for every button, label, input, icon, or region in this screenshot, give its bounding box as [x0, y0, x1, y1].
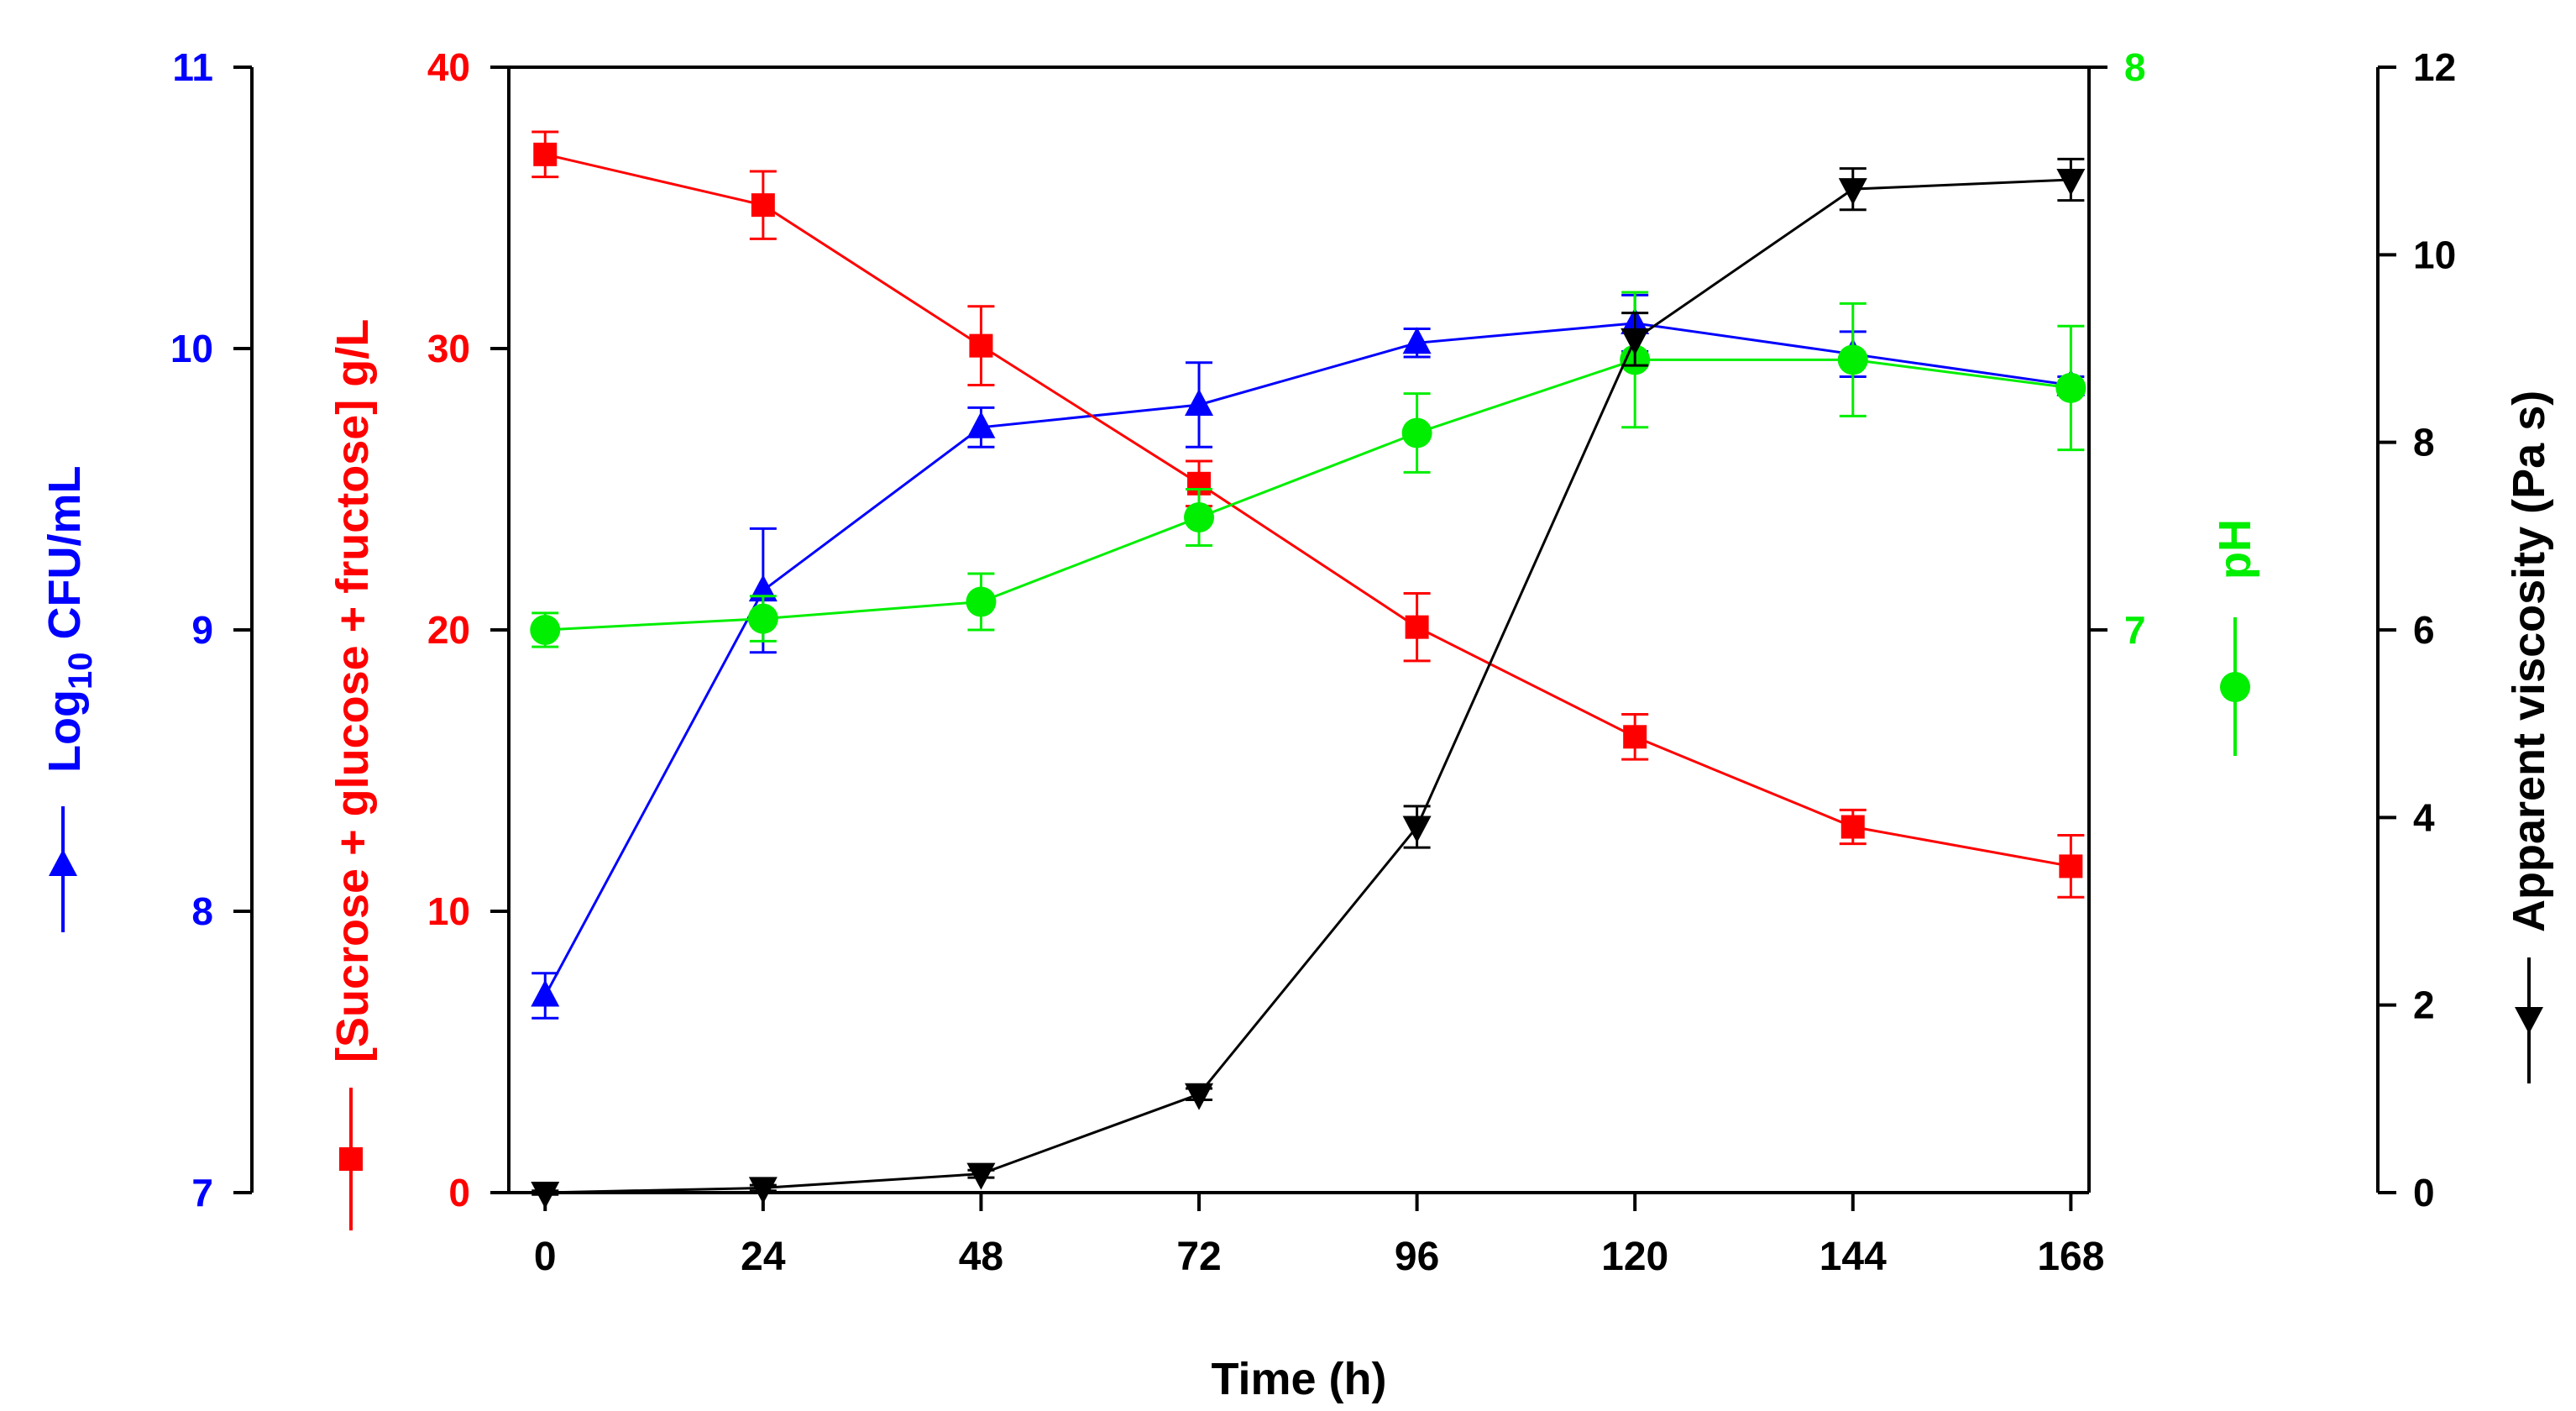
chart-series	[530, 130, 2086, 1209]
ph-axis-title-group: pH	[2210, 519, 2260, 756]
viscosity-tick-label: 0	[2413, 1171, 2435, 1214]
cfu-tick-label: 10	[170, 327, 213, 370]
viscosity-tick-label: 10	[2413, 233, 2456, 276]
x-tick-label: 24	[741, 1235, 786, 1279]
x-tick-label: 0	[534, 1235, 557, 1279]
ph-legend-marker	[2220, 672, 2250, 702]
viscosity-tick-label: 6	[2413, 608, 2435, 652]
sugar-point	[1405, 615, 1429, 639]
plot-frame	[250, 66, 2380, 1194]
cfu-point	[1402, 327, 1432, 354]
ph-point	[530, 615, 561, 645]
sugar-point	[751, 193, 775, 218]
sugar-point	[2059, 854, 2083, 879]
viscosity-point	[1402, 816, 1432, 843]
x-axis-title: Time (h)	[1211, 1354, 1386, 1404]
x-tick-label: 168	[2037, 1235, 2104, 1279]
ph-line	[545, 358, 2071, 632]
series-sugar	[531, 130, 2085, 899]
series-ph	[530, 291, 2086, 648]
sugar-point	[1623, 725, 1647, 749]
cfu-tick-label: 11	[172, 45, 213, 89]
sugar-axis-title: [Sucrose + glucose + fructose] g/L	[327, 319, 378, 1062]
sugar-tick-label: 10	[427, 889, 470, 933]
viscosity-tick-label: 12	[2413, 45, 2456, 89]
cfu-point	[966, 411, 996, 438]
viscosity-axis-title: Apparent viscosity (Pa s)	[2504, 391, 2554, 932]
cfu-point	[531, 979, 560, 1007]
ph-point	[1184, 502, 1215, 532]
sugar-tick-label: 20	[427, 608, 470, 652]
axis-titles: Time (h)Log10 CFU/mL [Sucrose + glucose +…	[39, 319, 2554, 1404]
sugar-point	[1840, 815, 1865, 839]
cfu-tick-label: 9	[191, 608, 213, 652]
viscosity-point	[1185, 1083, 1214, 1110]
sugar-point	[969, 333, 993, 358]
cfu-point	[748, 574, 778, 602]
viscosity-line	[545, 178, 2071, 1194]
sugar-tick-label: 0	[448, 1171, 470, 1214]
cfu-line	[543, 322, 2071, 997]
cfu-tick-label: 7	[191, 1171, 213, 1214]
ph-point	[1401, 417, 1432, 448]
viscosity-legend-marker	[2515, 1007, 2543, 1034]
sugar-tick-label: 40	[427, 45, 470, 89]
viscosity-point	[966, 1162, 996, 1190]
viscosity-tick-label: 2	[2413, 984, 2435, 1027]
viscosity-tick-label: 8	[2413, 421, 2435, 464]
ph-point	[966, 586, 997, 617]
viscosity-point	[1620, 328, 1650, 355]
cfu-point	[1185, 389, 1214, 416]
sugar-point	[533, 142, 558, 166]
ph-point	[747, 603, 778, 634]
series-viscosity	[531, 157, 2086, 1209]
ph-point	[1837, 344, 1868, 375]
viscosity-point	[531, 1182, 560, 1209]
x-tick-label: 120	[1601, 1235, 1668, 1279]
ph-axis-title: pH	[2210, 519, 2260, 580]
sugar-tick-label: 30	[427, 327, 470, 370]
viscosity-point	[748, 1177, 778, 1204]
sugar-legend-marker	[339, 1147, 363, 1171]
chart-axes: 0 24 48 72 96 120 144 1687891011010203040780246…	[170, 45, 2456, 1279]
viscosity-axis-title-group: Apparent viscosity (Pa s)	[2504, 391, 2554, 1083]
ph-tick-label: 7	[2124, 608, 2146, 652]
x-tick-label: 72	[1176, 1235, 1221, 1279]
x-tick-label: 96	[1395, 1235, 1439, 1279]
cfu-title-suffix: CFU/mL	[39, 466, 90, 653]
viscosity-point	[1838, 178, 1867, 206]
cfu-title-prefix: Log	[39, 690, 90, 773]
sugar-axis-title-group: [Sucrose + glucose + fructose] g/L	[327, 319, 378, 1230]
viscosity-tick-label: 4	[2413, 795, 2435, 839]
cfu-tick-label: 8	[191, 889, 213, 933]
cfu-axis-title-group: Log10 CFU/mL	[39, 466, 99, 932]
ph-point	[2055, 372, 2086, 403]
x-tick-label: 144	[1819, 1235, 1887, 1279]
ph-tick-label: 8	[2124, 45, 2146, 89]
cfu-axis-title: Log10 CFU/mL	[39, 466, 99, 773]
cfu-legend-marker	[49, 849, 77, 876]
cfu-title-subscript: 10	[62, 653, 99, 690]
sugar-line	[544, 153, 2071, 868]
x-tick-label: 48	[959, 1235, 1003, 1279]
viscosity-point	[2056, 169, 2086, 196]
